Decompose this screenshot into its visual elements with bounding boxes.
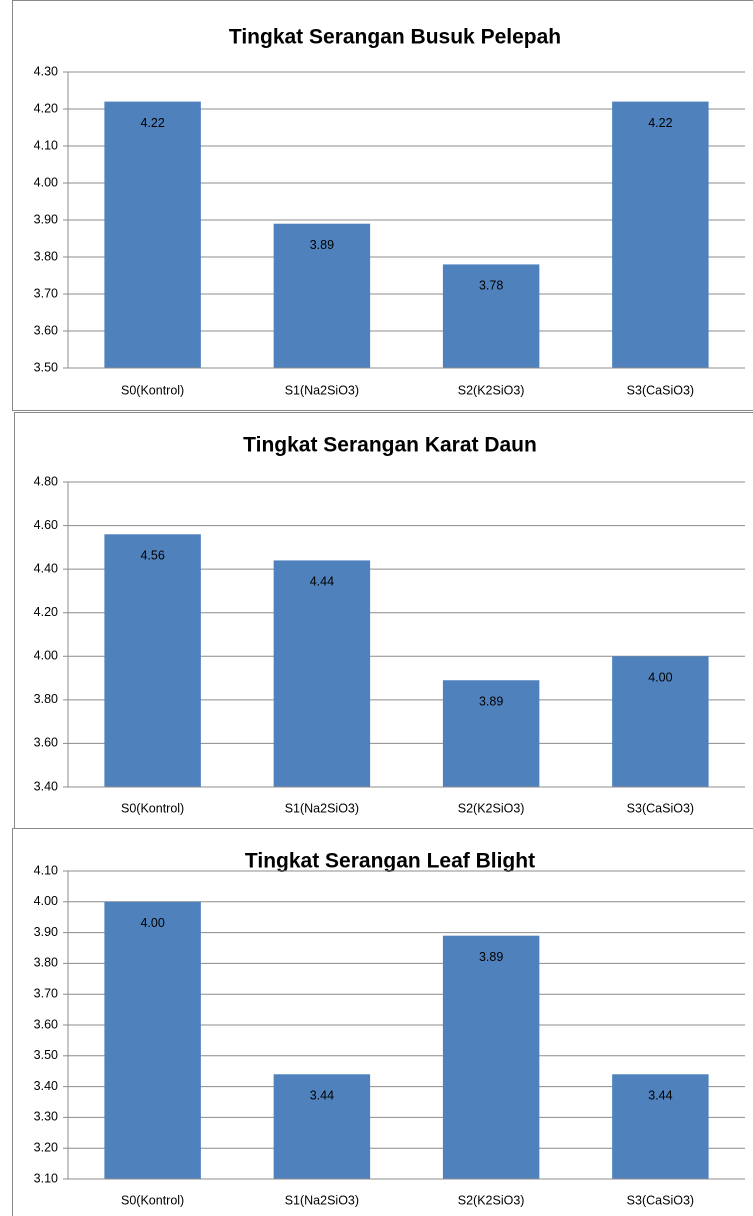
y-tick-label: 4.40 (34, 561, 58, 575)
y-tick-label: 3.10 (34, 1171, 58, 1185)
y-tick-label: 4.10 (34, 138, 58, 152)
x-tick-label: S0(Kontrol) (121, 801, 184, 815)
y-tick-label: 3.50 (34, 1048, 58, 1062)
y-tick-label: 3.80 (34, 249, 58, 263)
x-tick-label: S1(Na2SiO3) (285, 383, 359, 397)
y-tick-label: 3.90 (34, 925, 58, 939)
y-tick-label: 3.70 (34, 286, 58, 300)
y-tick-label: 4.00 (34, 894, 58, 908)
y-tick-label: 4.30 (34, 64, 58, 78)
y-tick-label: 4.60 (34, 518, 58, 532)
bar (104, 901, 201, 1179)
y-tick-label: 3.50 (34, 360, 58, 374)
y-tick-label: 3.70 (34, 986, 58, 1000)
chart-title: Tingkat Serangan Karat Daun (243, 434, 537, 457)
x-tick-label: S0(Kontrol) (121, 1193, 184, 1207)
bar (442, 935, 540, 1179)
data-label: 4.00 (140, 916, 164, 930)
data-label: 3.44 (648, 1089, 672, 1103)
x-tick-label: S1(Na2SiO3) (285, 801, 359, 815)
x-tick-label: S1(Na2SiO3) (285, 1193, 359, 1207)
bar (104, 101, 201, 368)
y-tick-label: 3.60 (34, 323, 58, 337)
data-label: 3.89 (479, 950, 503, 964)
y-tick-label: 3.40 (34, 779, 58, 793)
data-label: 4.56 (140, 549, 164, 563)
data-label: 3.89 (479, 695, 503, 709)
bar (612, 1074, 709, 1179)
data-label: 4.44 (310, 575, 334, 589)
y-tick-label: 3.20 (34, 1140, 58, 1154)
y-tick-label: 4.80 (34, 474, 58, 488)
y-tick-label: 3.60 (34, 736, 58, 750)
y-tick-label: 3.90 (34, 212, 58, 226)
bar (442, 680, 540, 787)
y-tick-label: 4.20 (34, 101, 58, 115)
x-tick-label: S3(CaSiO3) (627, 1193, 694, 1207)
bar (273, 223, 371, 368)
x-tick-label: S0(Kontrol) (121, 383, 184, 397)
bar (273, 560, 371, 787)
data-label: 3.89 (310, 238, 334, 252)
x-tick-label: S3(CaSiO3) (627, 383, 694, 397)
x-tick-label: S3(CaSiO3) (627, 801, 694, 815)
y-tick-label: 4.00 (34, 649, 58, 663)
bar (273, 1074, 371, 1179)
bar (442, 264, 540, 368)
chart-title: Tingkat Serangan Leaf Blight (245, 850, 535, 873)
y-tick-label: 4.00 (34, 175, 58, 189)
y-tick-label: 4.10 (34, 863, 58, 877)
x-tick-label: S2(K2SiO3) (458, 383, 525, 397)
y-tick-label: 3.80 (34, 692, 58, 706)
data-label: 3.78 (479, 279, 503, 293)
data-label: 4.22 (140, 116, 164, 130)
chart-title: Tingkat Serangan Busuk Pelepah (229, 26, 561, 49)
x-tick-label: S2(K2SiO3) (458, 1193, 525, 1207)
y-tick-label: 3.60 (34, 1017, 58, 1031)
y-tick-label: 3.30 (34, 1110, 58, 1124)
bar (612, 101, 709, 368)
x-tick-label: S2(K2SiO3) (458, 801, 525, 815)
bar (104, 534, 201, 787)
data-label: 4.00 (648, 671, 672, 685)
data-label: 4.22 (648, 116, 672, 130)
data-label: 3.44 (310, 1089, 334, 1103)
bar (612, 656, 709, 787)
y-tick-label: 3.40 (34, 1079, 58, 1093)
y-tick-label: 4.20 (34, 605, 58, 619)
y-tick-label: 3.80 (34, 956, 58, 970)
